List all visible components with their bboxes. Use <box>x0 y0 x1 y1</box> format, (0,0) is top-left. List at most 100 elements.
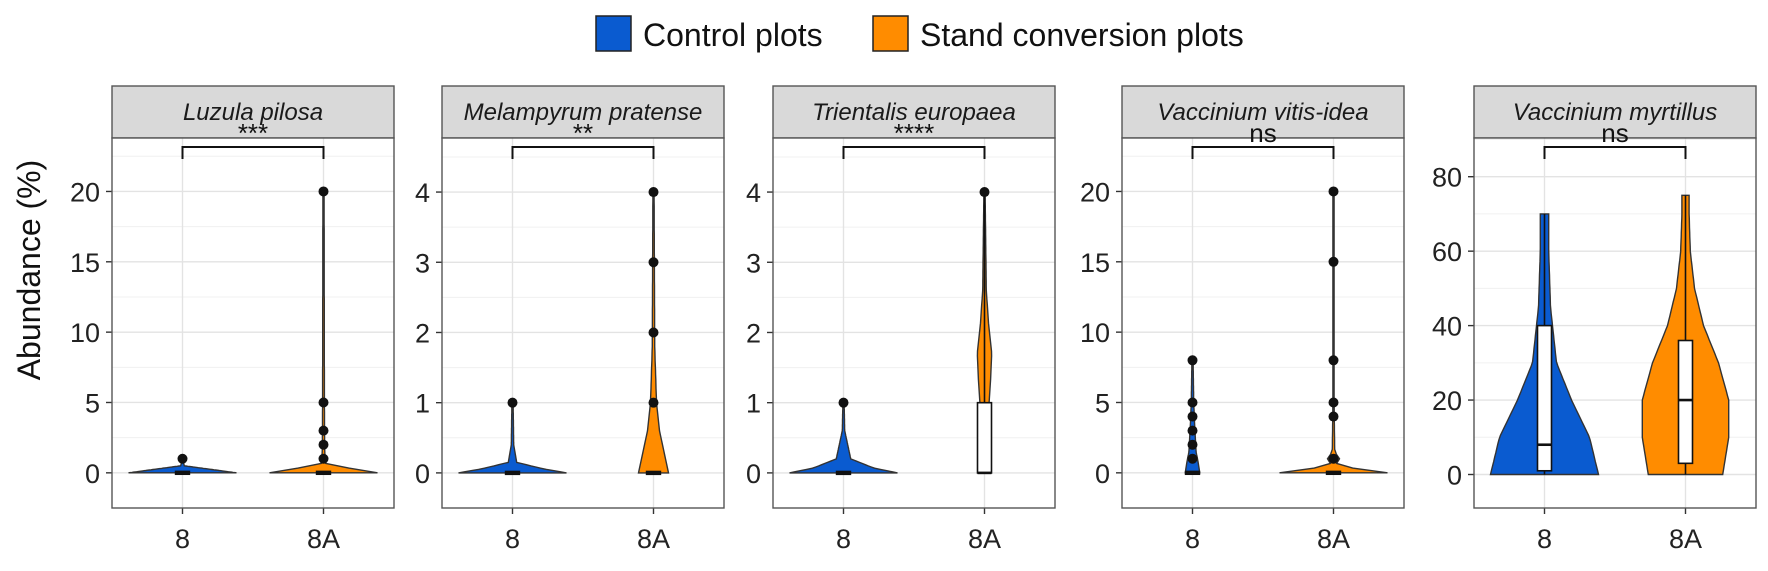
facet-title: Trientalis europaea <box>812 99 1016 126</box>
x-tick-label: 8A <box>1669 524 1702 554</box>
outlier-point <box>1328 453 1339 464</box>
outlier-point <box>1328 397 1339 408</box>
y-tick-label: 0 <box>746 459 761 489</box>
legend-label-stand-conversion: Stand conversion plots <box>920 17 1244 53</box>
outlier-point <box>318 439 329 450</box>
y-tick-label: 5 <box>85 388 100 418</box>
x-tick-label: 8 <box>836 524 851 554</box>
box-iqr <box>1536 324 1553 472</box>
box-iqr <box>1677 339 1694 465</box>
outlier-point <box>838 397 849 408</box>
plot-background <box>1122 138 1404 508</box>
significance-bracket <box>511 146 655 159</box>
outlier-point <box>648 397 659 408</box>
y-tick-label: 15 <box>1080 248 1110 278</box>
y-tick-label: 20 <box>70 177 100 207</box>
legend-swatch-control <box>595 15 632 52</box>
facet-panel: Vaccinium myrtillus 0 20 40 60 80 8 8A ns <box>1432 85 1757 554</box>
y-tick-label: 0 <box>1447 460 1462 490</box>
plot-background <box>442 138 724 508</box>
y-tick-label: 20 <box>1080 177 1110 207</box>
y-tick-label: 0 <box>1095 459 1110 489</box>
y-tick-label: 5 <box>1095 388 1110 418</box>
legend: Control plots Stand conversion plots <box>595 15 1244 53</box>
significance-label: **** <box>894 118 934 148</box>
legend-label-control: Control plots <box>643 17 823 53</box>
significance-bracket <box>1543 146 1687 159</box>
x-tick-label: 8 <box>1537 524 1552 554</box>
y-tick-label: 4 <box>746 178 761 208</box>
significance-bracket <box>842 146 986 159</box>
y-tick-label: 20 <box>1432 386 1462 416</box>
x-tick-label: 8A <box>307 524 340 554</box>
y-axis-label: Abundance (%) <box>11 160 47 381</box>
y-tick-label: 1 <box>415 389 430 419</box>
x-tick-label: 8A <box>968 524 1001 554</box>
facet-strip <box>772 85 1056 139</box>
facet-panel: Luzula pilosa 0 5 10 15 20 8 8A *** <box>70 85 395 554</box>
outlier-point <box>177 453 188 464</box>
outlier-point <box>507 397 518 408</box>
plot-background <box>112 138 394 508</box>
x-tick-label: 8 <box>1185 524 1200 554</box>
outlier-point <box>1187 397 1198 408</box>
x-tick-label: 8A <box>1317 524 1350 554</box>
outlier-point <box>1328 256 1339 267</box>
y-tick-label: 4 <box>415 178 430 208</box>
significance-label: ns <box>1601 118 1628 148</box>
significance-label: *** <box>238 118 268 148</box>
y-tick-label: 60 <box>1432 237 1462 267</box>
outlier-point <box>1187 355 1198 366</box>
facet-strip <box>441 85 725 139</box>
y-tick-label: 0 <box>85 459 100 489</box>
facet-strip <box>111 85 395 139</box>
facet-panel: Trientalis europaea 0 1 2 3 4 8 8A **** <box>746 85 1056 554</box>
y-tick-label: 15 <box>70 248 100 278</box>
outlier-point <box>1187 439 1198 450</box>
outlier-point <box>1187 425 1198 436</box>
y-tick-label: 10 <box>70 318 100 348</box>
y-tick-label: 10 <box>1080 318 1110 348</box>
outlier-point <box>1328 355 1339 366</box>
facet-strip <box>1121 85 1405 139</box>
legend-swatch-stand-conversion <box>872 15 909 52</box>
panel-border <box>1473 137 1757 509</box>
facet-title: Vaccinium vitis-idea <box>1157 99 1368 126</box>
x-tick-label: 8 <box>175 524 190 554</box>
x-tick-label: 8 <box>505 524 520 554</box>
panel-border <box>772 137 1056 509</box>
outlier-point <box>648 327 659 338</box>
y-tick-label: 2 <box>415 318 430 348</box>
outlier-point <box>648 187 659 198</box>
outlier-point <box>1328 411 1339 422</box>
y-tick-label: 2 <box>746 318 761 348</box>
facet-title: Luzula pilosa <box>183 99 323 126</box>
outlier-point <box>318 397 329 408</box>
panel-border <box>111 137 395 509</box>
x-tick-label: 8A <box>637 524 670 554</box>
y-tick-label: 80 <box>1432 163 1462 193</box>
outlier-point <box>318 425 329 436</box>
significance-bracket <box>1191 146 1335 159</box>
outlier-point <box>318 186 329 197</box>
facet-title: Melampyrum pratense <box>464 99 703 126</box>
facet-panel: Melampyrum pratense 0 1 2 3 4 8 8A ** <box>415 85 725 554</box>
outlier-point <box>648 257 659 268</box>
y-tick-label: 3 <box>415 248 430 278</box>
facet-title: Vaccinium myrtillus <box>1513 99 1717 126</box>
significance-bracket <box>181 146 325 159</box>
panel-border <box>441 137 725 509</box>
outlier-point <box>979 187 990 198</box>
y-tick-label: 0 <box>415 459 430 489</box>
outlier-point <box>1328 186 1339 197</box>
plot-background <box>773 138 1055 508</box>
outlier-point <box>1187 453 1198 464</box>
significance-label: ** <box>573 118 593 148</box>
panel-border <box>1121 137 1405 509</box>
y-tick-label: 1 <box>746 389 761 419</box>
y-tick-label: 3 <box>746 248 761 278</box>
outlier-point <box>318 453 329 464</box>
y-tick-label: 40 <box>1432 312 1462 342</box>
